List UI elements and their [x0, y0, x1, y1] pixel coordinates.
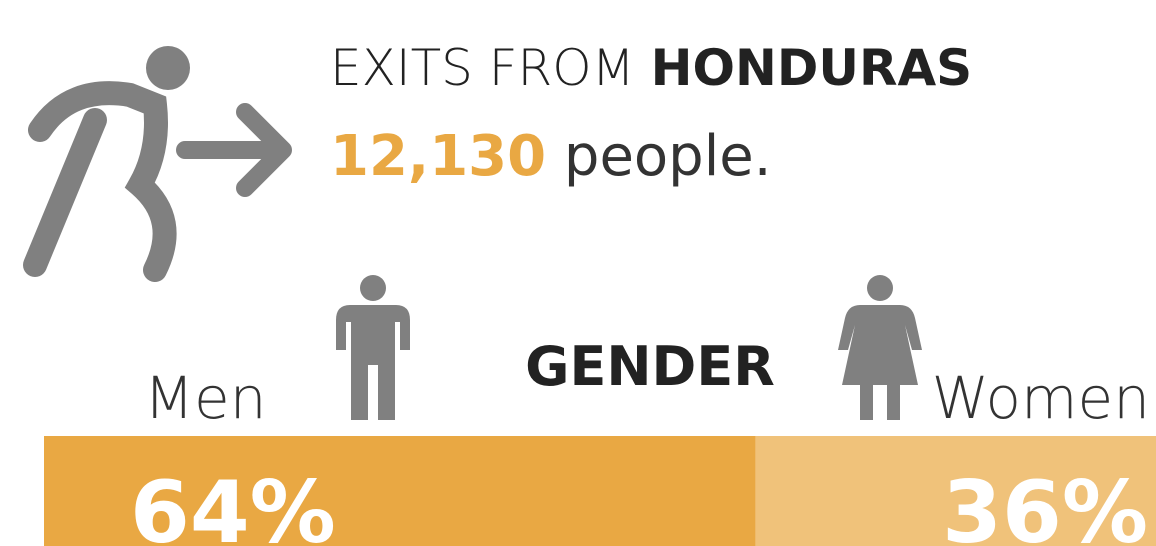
count-line: 12,130 people.	[330, 124, 772, 189]
runner-icon	[23, 46, 292, 282]
value-label: 36%	[942, 463, 1148, 546]
count: 12,130	[330, 124, 546, 189]
count-unit: people.	[564, 124, 772, 189]
bar-segment	[44, 436, 756, 546]
chart-title: GENDER	[525, 335, 775, 398]
headline: EXITS FROM HONDURAS	[330, 39, 972, 97]
bar-segment	[755, 436, 1156, 546]
woman-icon	[838, 275, 922, 420]
headline-country: HONDURAS	[651, 39, 973, 97]
headline-prefix: EXITS FROM	[330, 39, 635, 97]
value-label: 64%	[130, 463, 336, 546]
category-label: Men	[144, 364, 267, 432]
man-icon	[336, 275, 410, 420]
category-label: Women	[932, 364, 1150, 432]
